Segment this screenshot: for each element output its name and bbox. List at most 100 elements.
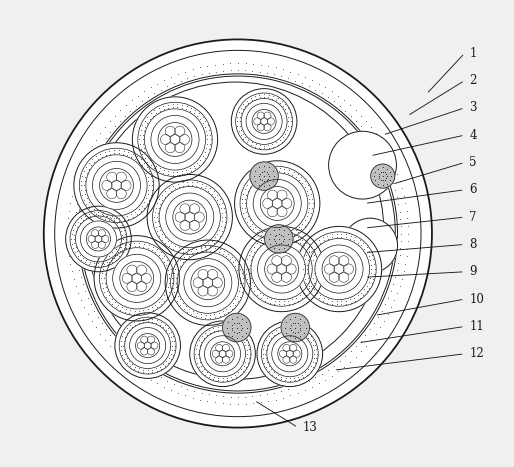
- Text: 12: 12: [469, 347, 484, 360]
- Circle shape: [185, 212, 195, 222]
- Circle shape: [215, 356, 223, 363]
- Circle shape: [212, 277, 223, 288]
- Circle shape: [151, 115, 199, 163]
- Text: 5: 5: [469, 156, 476, 169]
- Circle shape: [334, 264, 344, 274]
- Circle shape: [132, 273, 142, 283]
- Circle shape: [113, 254, 161, 303]
- Circle shape: [120, 262, 154, 295]
- Circle shape: [141, 348, 148, 355]
- Circle shape: [339, 256, 349, 266]
- Circle shape: [115, 313, 180, 378]
- Circle shape: [93, 161, 140, 209]
- Circle shape: [339, 272, 349, 283]
- Circle shape: [165, 142, 175, 153]
- Circle shape: [112, 180, 122, 191]
- Circle shape: [281, 313, 309, 342]
- Circle shape: [94, 236, 179, 321]
- Circle shape: [194, 212, 205, 222]
- Circle shape: [223, 344, 230, 352]
- Circle shape: [267, 190, 278, 200]
- Circle shape: [173, 200, 207, 234]
- Circle shape: [193, 277, 204, 288]
- Circle shape: [263, 198, 273, 208]
- Circle shape: [98, 229, 105, 237]
- Circle shape: [257, 321, 323, 387]
- Circle shape: [283, 344, 290, 352]
- Circle shape: [283, 356, 290, 363]
- Circle shape: [127, 265, 137, 275]
- Circle shape: [137, 342, 144, 349]
- Circle shape: [343, 218, 397, 273]
- Circle shape: [100, 169, 134, 202]
- Circle shape: [170, 134, 180, 145]
- Text: 7: 7: [469, 211, 476, 224]
- Circle shape: [264, 112, 271, 119]
- Circle shape: [322, 252, 356, 286]
- Circle shape: [95, 235, 102, 242]
- Circle shape: [191, 266, 225, 300]
- Circle shape: [328, 131, 396, 199]
- Circle shape: [102, 180, 112, 191]
- Circle shape: [315, 245, 363, 293]
- Circle shape: [122, 273, 132, 283]
- Circle shape: [183, 259, 232, 307]
- Circle shape: [265, 252, 299, 286]
- Circle shape: [116, 172, 126, 182]
- Text: 1: 1: [469, 47, 476, 60]
- Circle shape: [74, 143, 159, 228]
- Circle shape: [179, 134, 190, 145]
- Circle shape: [175, 126, 185, 136]
- Circle shape: [329, 256, 339, 266]
- Circle shape: [107, 172, 117, 182]
- Circle shape: [215, 344, 223, 352]
- Circle shape: [102, 235, 109, 242]
- Circle shape: [223, 313, 251, 342]
- Circle shape: [219, 350, 226, 357]
- Circle shape: [66, 206, 131, 272]
- Circle shape: [91, 229, 99, 237]
- Circle shape: [180, 204, 190, 214]
- Circle shape: [272, 256, 282, 266]
- Circle shape: [277, 206, 287, 217]
- Circle shape: [141, 273, 151, 283]
- Circle shape: [250, 162, 278, 191]
- Circle shape: [148, 348, 155, 355]
- Circle shape: [267, 118, 274, 125]
- Circle shape: [281, 272, 291, 283]
- Circle shape: [343, 264, 354, 274]
- Circle shape: [136, 333, 160, 358]
- Circle shape: [272, 198, 282, 208]
- Circle shape: [257, 124, 264, 131]
- Circle shape: [324, 264, 335, 274]
- Circle shape: [282, 198, 292, 208]
- Circle shape: [267, 264, 277, 274]
- Circle shape: [208, 286, 217, 296]
- Circle shape: [98, 241, 105, 248]
- Circle shape: [80, 221, 117, 257]
- Circle shape: [208, 269, 217, 280]
- Circle shape: [265, 225, 293, 253]
- Circle shape: [91, 241, 99, 248]
- Text: 9: 9: [469, 265, 476, 278]
- Text: 6: 6: [469, 183, 476, 196]
- Circle shape: [280, 350, 287, 357]
- Circle shape: [277, 190, 287, 200]
- Circle shape: [264, 124, 271, 131]
- Circle shape: [329, 272, 339, 283]
- Circle shape: [253, 179, 301, 227]
- Circle shape: [136, 282, 146, 291]
- Circle shape: [286, 264, 296, 274]
- Circle shape: [272, 272, 282, 283]
- Circle shape: [252, 109, 276, 134]
- Circle shape: [190, 220, 199, 230]
- Circle shape: [165, 240, 250, 325]
- Circle shape: [289, 344, 297, 352]
- Circle shape: [267, 206, 278, 217]
- Circle shape: [212, 350, 219, 357]
- Circle shape: [127, 282, 137, 291]
- Circle shape: [234, 161, 320, 246]
- Circle shape: [88, 235, 95, 242]
- Circle shape: [166, 193, 214, 241]
- Circle shape: [286, 350, 293, 357]
